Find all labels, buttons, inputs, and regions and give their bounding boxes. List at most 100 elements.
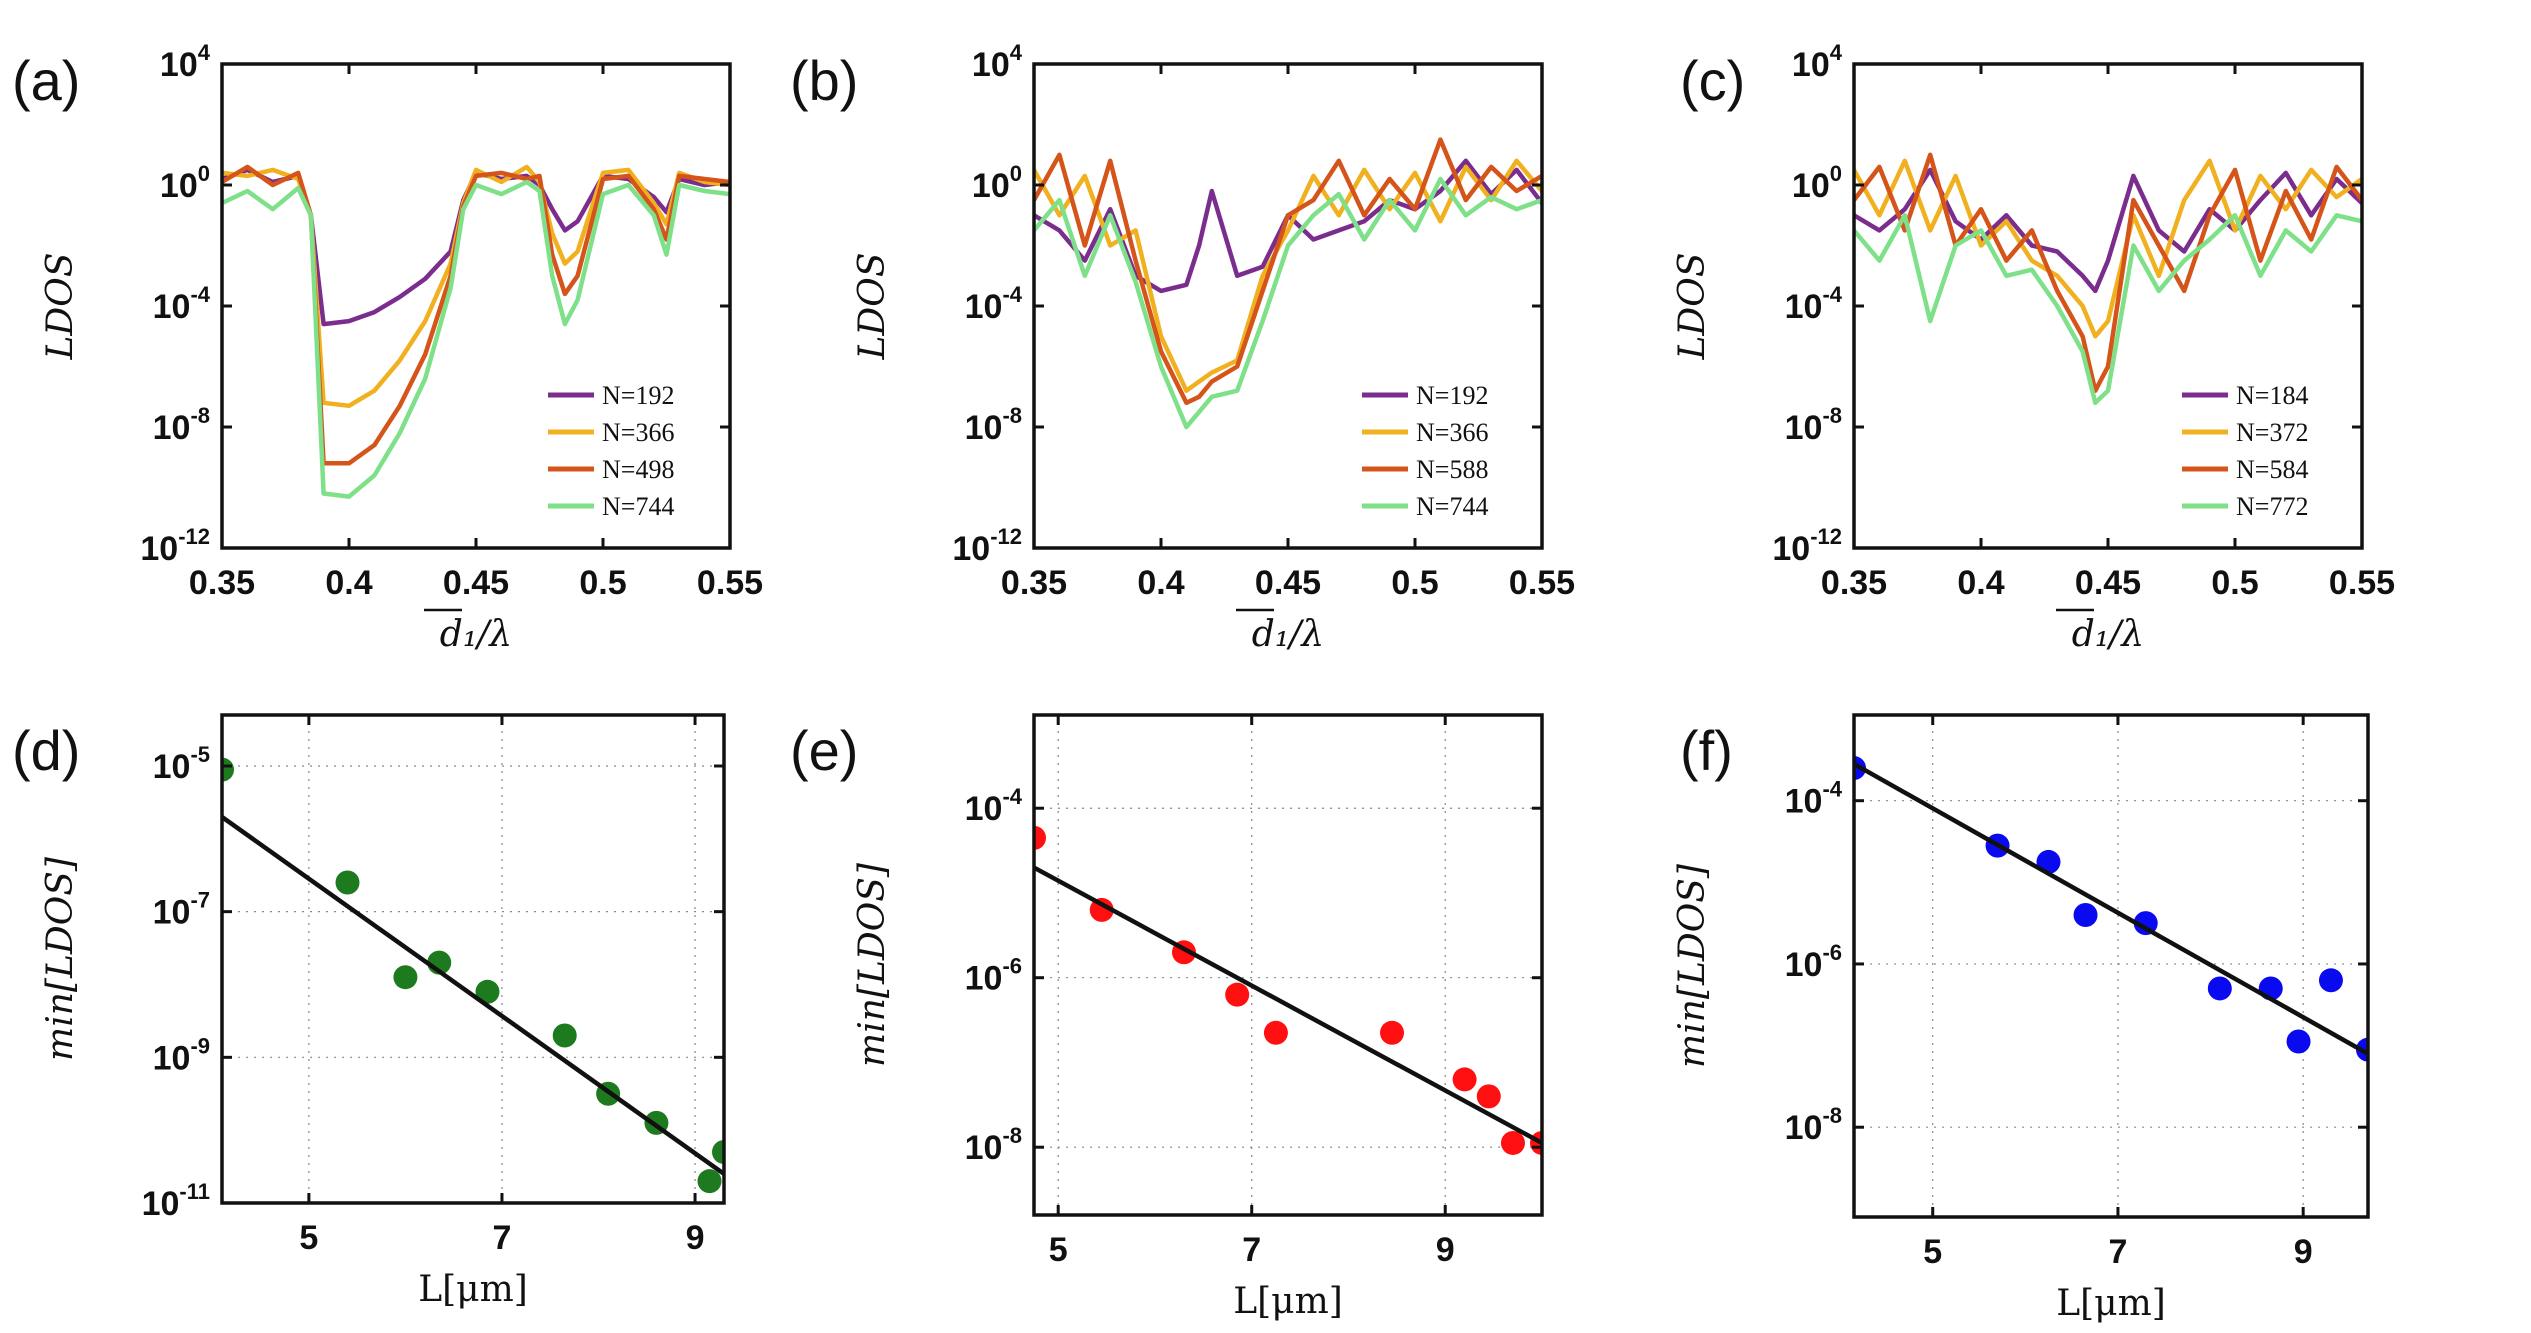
y-tick-label: 10-12 bbox=[140, 524, 210, 568]
plot-area bbox=[1034, 825, 1542, 1155]
series-line-N=372 bbox=[1854, 158, 2362, 339]
x-tick-label: 0.5 bbox=[2211, 564, 2258, 602]
data-point bbox=[335, 870, 360, 895]
y-tick-label: 10-8 bbox=[965, 1123, 1022, 1167]
fit-line bbox=[1854, 762, 2368, 1056]
x-tick-label: 0.45 bbox=[2075, 564, 2141, 602]
x-tick-label: 0.5 bbox=[579, 564, 626, 602]
data-point bbox=[2207, 976, 2232, 1001]
x-axis-label: L[μm] bbox=[2056, 1283, 2166, 1324]
x-axis-label-text: L[μm] bbox=[418, 1269, 528, 1310]
y-tick-base: 10 bbox=[153, 748, 191, 786]
legend: N=192 N=366 N=588 N=744 bbox=[1362, 381, 1488, 521]
data-point bbox=[1380, 1020, 1405, 1045]
panel-c: (c)0.35 0.4 0.45 0.5 0.5510410010-410-810-12… bbox=[1672, 40, 2395, 655]
y-tick-base: 10 bbox=[965, 790, 1003, 828]
y-axis-label: LDOS bbox=[40, 253, 81, 361]
axes-frame bbox=[1032, 713, 1544, 1217]
data-point bbox=[1263, 1020, 1288, 1045]
data-point bbox=[697, 1169, 722, 1194]
y-tick-base: 10 bbox=[140, 530, 178, 568]
x-tick-label: 0.45 bbox=[443, 564, 509, 602]
y-tick-exp: -4 bbox=[190, 282, 210, 307]
y-tick-label: 10-6 bbox=[1785, 940, 1842, 984]
x-tick-label: 0.4 bbox=[1137, 564, 1184, 602]
legend-label: N=772 bbox=[2236, 492, 2308, 521]
x-axis-label-text: d₁/λ bbox=[440, 614, 512, 655]
x-axis-label-text: L[μm] bbox=[2056, 1283, 2166, 1324]
y-tick-label: 104 bbox=[972, 40, 1023, 84]
y-tick-exp: 4 bbox=[1830, 40, 1843, 65]
axes-frame bbox=[1852, 713, 2370, 1219]
y-tick-label: 10-8 bbox=[1785, 403, 1842, 447]
plot-area bbox=[1854, 152, 2362, 406]
y-tick-base: 10 bbox=[1772, 530, 1810, 568]
y-tick-base: 10 bbox=[142, 1185, 180, 1223]
data-point bbox=[393, 965, 418, 990]
panel-d: (d)5 7 910-510-710-910-11L[μm]min[LDOS] bbox=[12, 713, 726, 1310]
data-point bbox=[1225, 982, 1250, 1007]
plot-area bbox=[222, 757, 724, 1194]
y-tick-exp: -12 bbox=[1810, 524, 1842, 549]
legend-label: N=372 bbox=[2236, 418, 2308, 447]
x-axis-label: d₁/λ bbox=[440, 614, 512, 655]
legend-label: N=744 bbox=[602, 492, 674, 521]
y-tick-label: 10-9 bbox=[153, 1033, 210, 1077]
y-tick-exp: -4 bbox=[1822, 777, 1842, 802]
data-point bbox=[712, 1140, 724, 1165]
y-tick-base: 10 bbox=[965, 288, 1003, 326]
x-tick-label: 0.5 bbox=[1391, 564, 1438, 602]
y-tick-label: 10-4 bbox=[965, 784, 1023, 828]
y-tick-exp: -4 bbox=[1002, 784, 1022, 809]
y-tick-base: 10 bbox=[160, 46, 198, 84]
y-tick-exp: -6 bbox=[1002, 954, 1022, 979]
plot-area bbox=[1854, 756, 2368, 1062]
legend-label: N=744 bbox=[1416, 492, 1488, 521]
legend-label: N=366 bbox=[1416, 418, 1488, 447]
y-tick-base: 10 bbox=[153, 288, 191, 326]
y-tick-label: 10-8 bbox=[153, 403, 210, 447]
plot-area bbox=[1034, 137, 1542, 430]
x-tick-label: 5 bbox=[1923, 1233, 1942, 1271]
y-tick-label: 10-7 bbox=[153, 888, 210, 932]
y-tick-exp: 0 bbox=[198, 161, 210, 186]
y-tick-exp: -11 bbox=[179, 1179, 210, 1204]
panel-e: (e)5 7 910-410-610-8L[μm]min[LDOS] bbox=[790, 713, 1544, 1322]
x-tick-label: 7 bbox=[1242, 1231, 1261, 1269]
panel-f: (f)5 7 910-410-610-8L[μm]min[LDOS] bbox=[1672, 713, 2370, 1324]
panel-letter: (d) bbox=[12, 719, 80, 782]
data-point bbox=[552, 1023, 577, 1048]
y-tick-exp: -9 bbox=[190, 1033, 210, 1058]
legend-label: N=184 bbox=[2236, 381, 2308, 410]
x-tick-label: 7 bbox=[2108, 1233, 2127, 1271]
data-point bbox=[2073, 902, 2098, 927]
y-tick-label: 104 bbox=[1792, 40, 1843, 84]
y-tick-base: 10 bbox=[1785, 409, 1823, 447]
panel-letter: (e) bbox=[790, 719, 858, 782]
legend-label: N=192 bbox=[602, 381, 674, 410]
y-tick-label: 10-4 bbox=[153, 282, 211, 326]
y-axis-label: min[LDOS] bbox=[852, 862, 893, 1067]
y-axis-label: LDOS bbox=[852, 253, 893, 361]
legend: N=192 N=366 N=498 N=744 bbox=[548, 381, 674, 521]
legend-label: N=366 bbox=[602, 418, 674, 447]
y-tick-base: 10 bbox=[153, 409, 191, 447]
series-line-N=744 bbox=[1034, 176, 1542, 430]
x-tick-label: 0.4 bbox=[1957, 564, 2004, 602]
x-tick-label: 5 bbox=[299, 1219, 318, 1257]
y-tick-label: 10-4 bbox=[1785, 282, 1843, 326]
y-tick-exp: -4 bbox=[1002, 282, 1022, 307]
series-line-N=588 bbox=[1034, 137, 1542, 406]
series-line-N=772 bbox=[1854, 213, 2362, 406]
x-tick-label: 5 bbox=[1049, 1231, 1068, 1269]
y-tick-label: 10-11 bbox=[142, 1179, 210, 1223]
y-tick-exp: 4 bbox=[1010, 40, 1023, 65]
y-tick-base: 10 bbox=[972, 167, 1010, 205]
y-tick-label: 10-12 bbox=[952, 524, 1022, 568]
y-tick-base: 10 bbox=[1792, 167, 1830, 205]
x-axis-label: L[μm] bbox=[1233, 1281, 1343, 1322]
data-point bbox=[1500, 1130, 1525, 1155]
y-tick-label: 10-4 bbox=[1785, 777, 1843, 821]
x-axis-label: d₁/λ bbox=[2072, 614, 2144, 655]
